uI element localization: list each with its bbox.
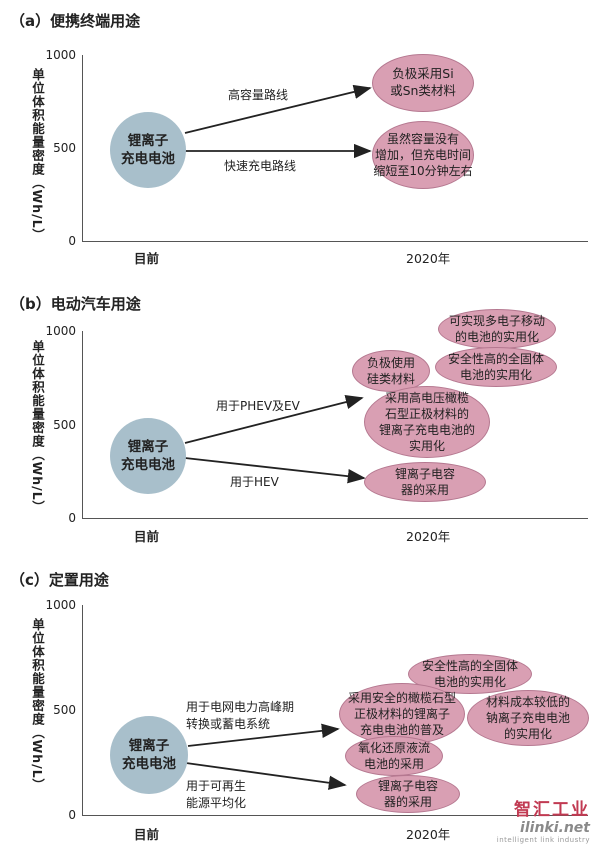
route-label: 用于电网电力高峰期 转换或蓄电系统 [186,700,295,732]
source-li-ion-battery: 锂离子 充电电池 [110,112,186,188]
watermark-tagline: intelligent link industry [496,836,590,844]
x-label-now: 目前 [134,529,160,544]
target-fast-charge: 虽然容量没有 增加，但充电时间 缩短至10分钟左右 [372,121,474,189]
x-axis [82,815,588,816]
y-tick: 1000 [45,598,76,612]
y-axis [82,55,83,241]
y-axis-label: 单位体积能量密度（Wh/L） [30,618,45,793]
y-tick: 0 [68,808,76,822]
y-tick: 500 [53,418,76,432]
arrow-grid [187,723,340,747]
panel-title: （a）便携终端用途 [10,12,141,30]
arrow-renewable [185,762,347,790]
watermark-brand: 智汇工业 [514,800,590,820]
target-olivine-cathode: 采用高电压橄榄 石型正极材料的 锂离子充电电池的 实用化 [364,386,490,458]
source-li-ion-battery: 锂离子 充电电池 [110,716,188,794]
y-tick: 1000 [45,48,76,62]
route-label: 用于可再生 能源平均化 [186,779,247,811]
y-tick: 500 [53,141,76,155]
target-olivine-cathode: 采用安全的橄榄石型 正极材料的锂离子 充电电池的普及 [339,683,465,745]
y-axis [82,605,83,815]
route-label: 快速充电路线 [224,159,297,173]
target-solid-state: 安全性高的全固体 电池的实用化 [435,347,557,387]
x-axis [82,518,588,519]
target-multi-electron: 可实现多电子移动 的电池的实用化 [438,309,556,349]
y-axis-label: 单位体积能量密度（Wh/L） [30,68,45,243]
route-label: 高容量路线 [228,88,289,102]
watermark: 智汇工业 ilinki.net intelligent link industr… [497,795,590,844]
panel-title: （c）定置用途 [10,571,109,589]
x-label-now: 目前 [134,251,160,266]
arrow-hev [184,457,366,484]
arrow-high-capacity [184,84,372,134]
route-label: 用于PHEV及EV [216,399,300,413]
x-label-2020: 2020年 [406,529,451,544]
target-sodium-ion: 材料成本较低的 钠离子充电电池 的实用化 [467,690,589,746]
x-label-2020: 2020年 [406,251,451,266]
x-label-2020: 2020年 [406,827,451,842]
y-axis-label: 单位体积能量密度（Wh/L） [30,340,45,515]
y-tick: 500 [53,703,76,717]
watermark-site: ilinki.net [520,820,590,836]
arrow-phev-ev [184,395,364,444]
target-redox-flow: 氧化还原液流 电池的采用 [345,736,443,776]
target-si-sn-anode: 负极采用Si 或Sn类材料 [372,54,474,112]
target-li-ion-capacitor: 锂离子电容 器的采用 [364,462,486,502]
y-tick: 1000 [45,324,76,338]
panel-title: （b）电动汽车用途 [10,295,141,313]
x-label-now: 目前 [134,827,160,842]
y-tick: 0 [68,511,76,525]
y-tick: 0 [68,234,76,248]
source-li-ion-battery: 锂离子 充电电池 [110,418,186,494]
y-axis [82,331,83,518]
target-li-ion-capacitor: 锂离子电容 器的采用 [356,775,460,813]
route-label: 用于HEV [230,475,279,489]
target-silicon-anode: 负极使用 硅类材料 [352,350,430,392]
x-axis [82,241,588,242]
